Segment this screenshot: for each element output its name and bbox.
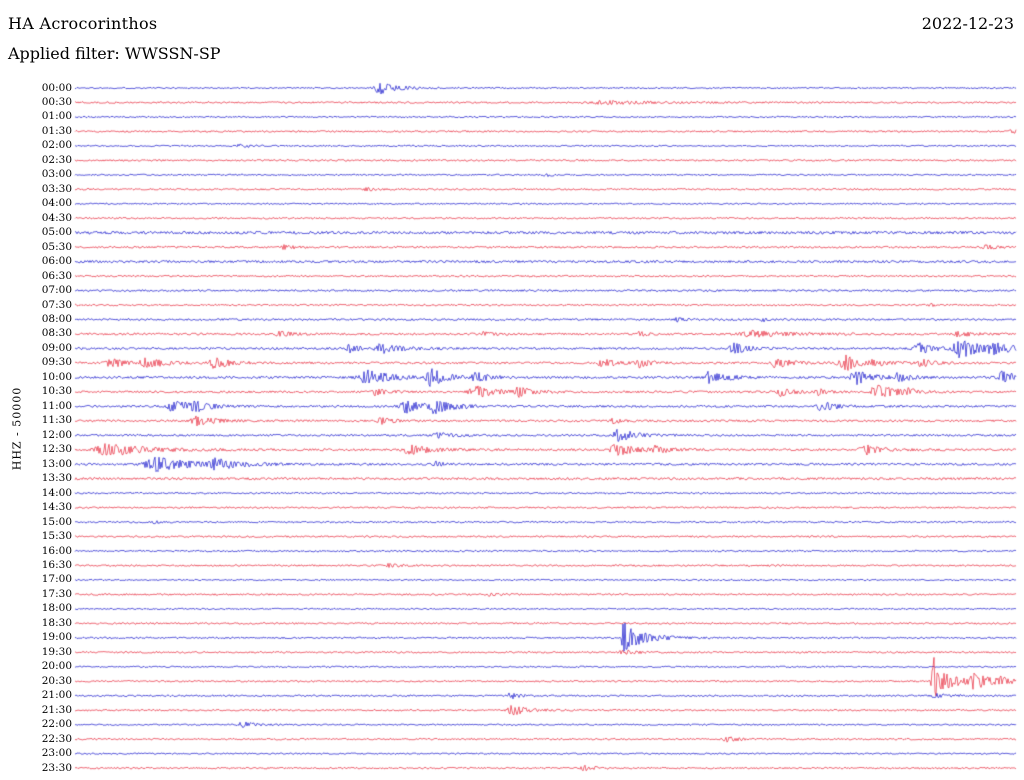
row-label: 17:30 bbox=[41, 587, 72, 600]
row-label: 21:00 bbox=[41, 689, 72, 702]
row-label: 10:30 bbox=[41, 385, 72, 398]
row-label: 06:30 bbox=[41, 269, 72, 282]
row-label: 07:30 bbox=[41, 298, 72, 311]
row-label: 22:00 bbox=[41, 718, 72, 731]
channel-scale-label: HHZ - 50000 bbox=[10, 386, 24, 471]
row-label: 01:30 bbox=[41, 124, 72, 137]
row-label: 18:30 bbox=[41, 616, 72, 629]
row-label: 02:30 bbox=[41, 153, 72, 166]
row-label: 10:00 bbox=[41, 370, 72, 383]
row-label: 16:00 bbox=[41, 544, 72, 557]
row-label: 08:30 bbox=[41, 327, 72, 340]
filter-label: Applied filter: WWSSN-SP bbox=[8, 44, 221, 63]
row-label: 04:30 bbox=[41, 211, 72, 224]
row-label: 09:00 bbox=[41, 341, 72, 354]
row-label: 05:00 bbox=[41, 226, 72, 239]
row-label: 11:00 bbox=[41, 399, 72, 412]
row-label: 03:30 bbox=[41, 182, 72, 195]
row-label: 19:30 bbox=[41, 645, 72, 658]
date-label: 2022-12-23 bbox=[921, 14, 1014, 33]
row-label: 08:00 bbox=[41, 313, 72, 326]
row-label: 15:00 bbox=[41, 515, 72, 528]
row-label: 17:00 bbox=[41, 573, 72, 586]
row-label: 11:30 bbox=[41, 414, 72, 427]
row-label: 19:00 bbox=[41, 631, 72, 644]
row-label: 12:00 bbox=[41, 428, 72, 441]
row-label: 15:30 bbox=[41, 530, 72, 543]
row-label: 23:00 bbox=[41, 747, 72, 760]
station-title: HA Acrocorinthos bbox=[8, 14, 158, 33]
row-label: 13:00 bbox=[41, 457, 72, 470]
row-label: 12:30 bbox=[41, 443, 72, 456]
row-label: 22:30 bbox=[41, 732, 72, 745]
row-label: 16:30 bbox=[41, 559, 72, 571]
row-label: 00:30 bbox=[41, 95, 72, 108]
row-label: 06:00 bbox=[41, 255, 72, 268]
row-label: 00:00 bbox=[41, 81, 72, 94]
row-label: 13:30 bbox=[41, 472, 72, 485]
row-label: 14:00 bbox=[41, 486, 72, 499]
row-label: 18:00 bbox=[41, 602, 72, 615]
row-label: 04:00 bbox=[41, 197, 72, 210]
row-label: 14:30 bbox=[41, 501, 72, 514]
row-label: 21:30 bbox=[41, 703, 72, 716]
row-label: 01:00 bbox=[41, 110, 72, 123]
row-label: 23:30 bbox=[41, 761, 72, 774]
row-label: 20:00 bbox=[41, 660, 72, 673]
row-label: 05:30 bbox=[41, 240, 72, 253]
row-label: 02:00 bbox=[41, 139, 72, 152]
row-label: 09:30 bbox=[41, 356, 72, 369]
row-label: 20:30 bbox=[41, 674, 72, 687]
row-label: 03:00 bbox=[41, 168, 72, 181]
row-label: 07:00 bbox=[41, 284, 72, 297]
